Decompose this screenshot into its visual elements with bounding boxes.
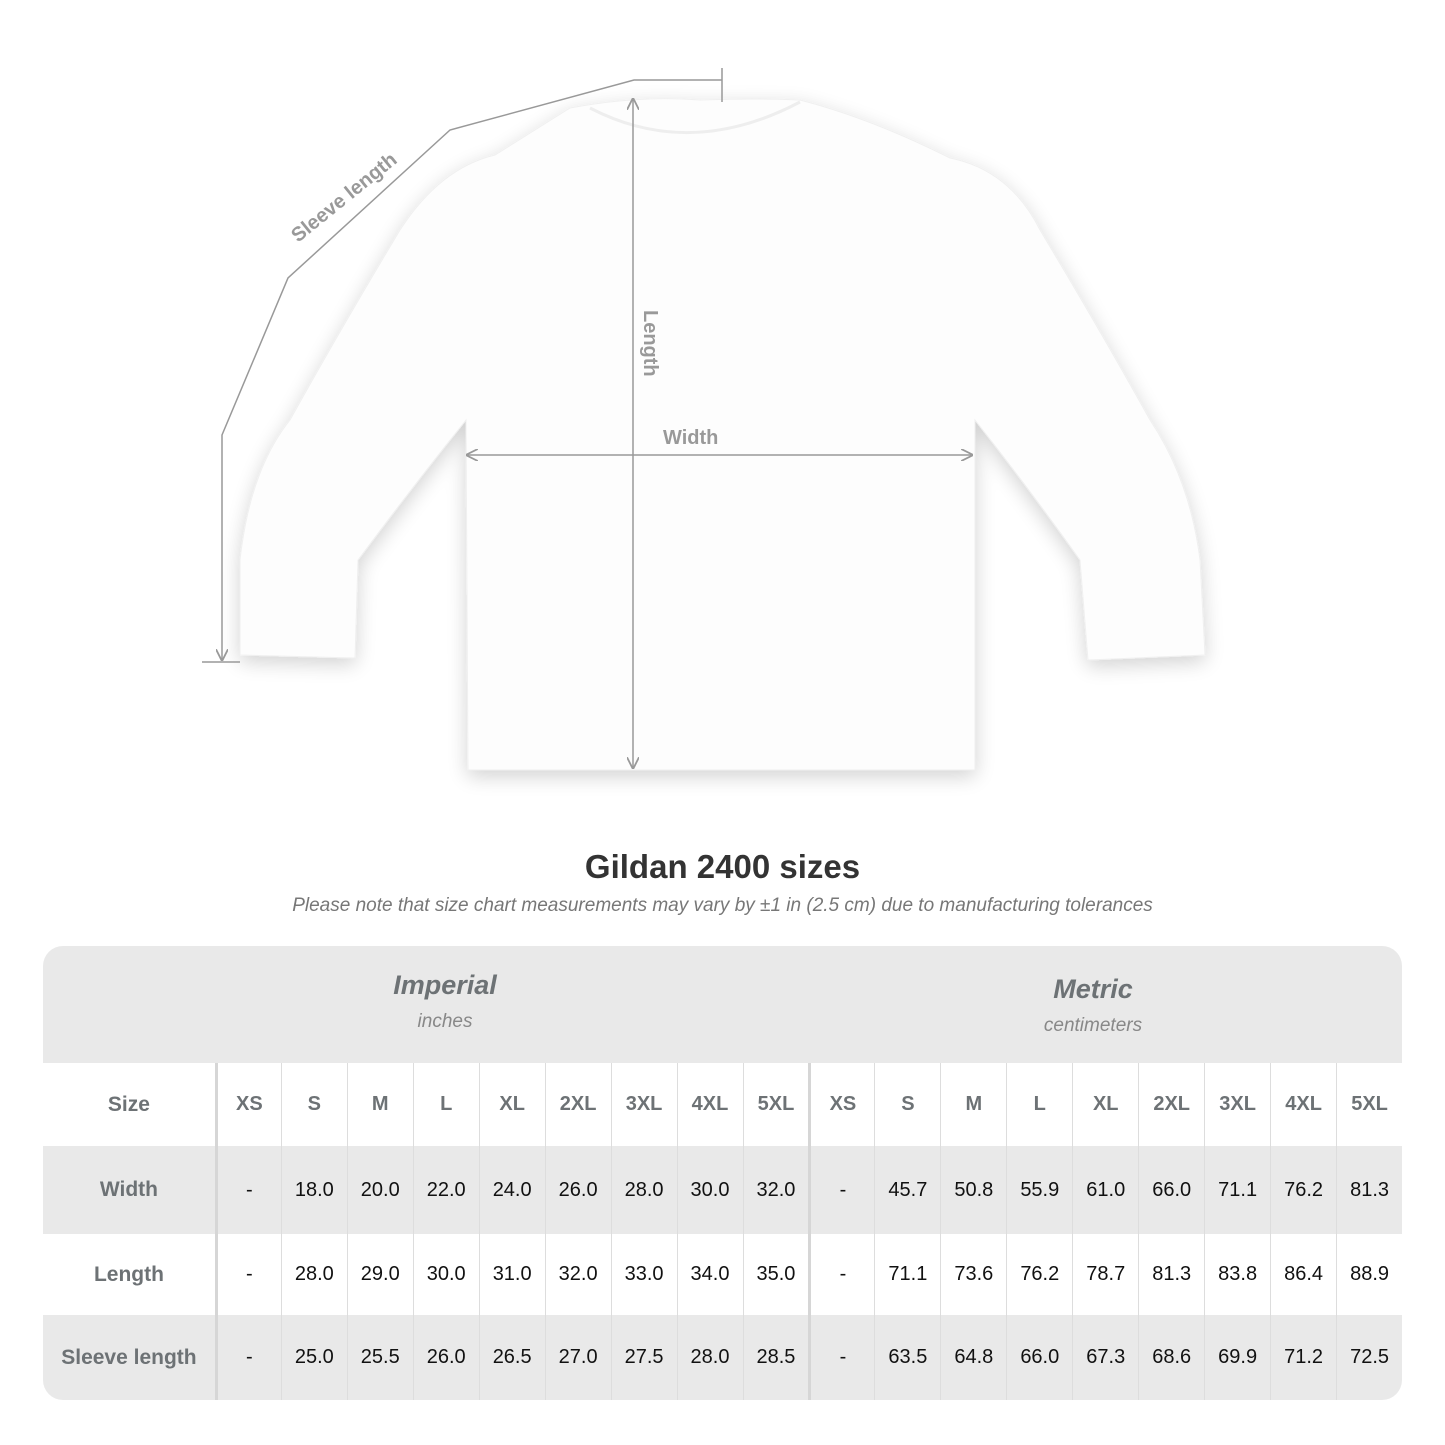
imperial-value-cell: 29.0 (346, 1234, 413, 1315)
table-row: Length -28.0 29.0 30.0 31.0 32.0 33.0 34.0 35.0-… (43, 1234, 1402, 1315)
imperial-size-header: S (280, 1063, 347, 1146)
metric-title: Metric (1053, 974, 1133, 1004)
row-label: Sleeve length (61, 1345, 197, 1369)
imperial-size-header: 3XL (610, 1063, 677, 1146)
imperial-header: Imperial inches (215, 946, 675, 1087)
metric-value-cell: 73.6 (940, 1234, 1006, 1315)
metric-value-cell: 81.3 (1336, 1146, 1402, 1234)
table-row: Sleeve length -25.0 25.5 26.0 26.5 27.0 27.5 28… (43, 1315, 1402, 1400)
imperial-size-header: XL (478, 1063, 545, 1146)
metric-value-cell: 71.2 (1270, 1315, 1336, 1400)
imperial-value-cell: 26.5 (478, 1315, 545, 1400)
size-header-row: Size XS S M L XL 2XL 3XL 4XL 5XL XS S M L XL 2XL 3XL 4XL 5… (43, 1063, 1402, 1146)
metric-value-cell: 68.6 (1138, 1315, 1204, 1400)
imperial-value-cell: 28.0 (610, 1146, 677, 1234)
imperial-value-cell: 18.0 (280, 1146, 347, 1234)
metric-size-header: 3XL (1204, 1063, 1270, 1146)
imperial-value-cell: 30.0 (676, 1146, 743, 1234)
imperial-value-cell: - (214, 1315, 281, 1400)
metric-value-cell: - (808, 1315, 874, 1400)
metric-size-header: XL (1072, 1063, 1138, 1146)
metric-size-header: 5XL (1336, 1063, 1402, 1146)
metric-value-cell: 71.1 (1204, 1146, 1270, 1234)
size-table: Imperial inches Metric centimeters Size X… (43, 946, 1402, 1400)
metric-value-cell: 66.0 (1138, 1146, 1204, 1234)
unit-header-band (43, 946, 1402, 1063)
imperial-value-cell: 25.5 (346, 1315, 413, 1400)
metric-value-cell: 88.9 (1336, 1234, 1402, 1315)
imperial-value-cell: 32.0 (742, 1146, 809, 1234)
imperial-value-cell: 24.0 (478, 1146, 545, 1234)
metric-size-header: S (874, 1063, 940, 1146)
metric-value-cell: 71.1 (874, 1234, 940, 1315)
imperial-size-header: 2XL (544, 1063, 611, 1146)
imperial-value-cell: 28.5 (742, 1315, 809, 1400)
imperial-unit: inches (417, 1011, 473, 1032)
size-label: Size (107, 1092, 150, 1116)
imperial-value-cell: 26.0 (412, 1315, 479, 1400)
sleeve-length-label: Sleeve length (287, 149, 401, 247)
metric-header: Metric centimeters (863, 946, 1323, 1091)
imperial-value-cell: 26.0 (544, 1146, 611, 1234)
metric-size-header: M (940, 1063, 1006, 1146)
metric-size-header: 2XL (1138, 1063, 1204, 1146)
imperial-value-cell: 34.0 (676, 1234, 743, 1315)
metric-size-header: L (1006, 1063, 1072, 1146)
imperial-value-cell: 28.0 (676, 1315, 743, 1400)
metric-value-cell: 86.4 (1270, 1234, 1336, 1315)
row-label: Width (99, 1178, 158, 1201)
row-label: Length (93, 1262, 164, 1286)
tolerance-note: Please note that size chart measurements… (292, 895, 1153, 916)
imperial-value-cell: 27.5 (610, 1315, 677, 1400)
imperial-value-cell: - (214, 1234, 281, 1315)
imperial-value-cell: 31.0 (478, 1234, 545, 1315)
imperial-size-header: M (346, 1063, 413, 1146)
imperial-value-cell: 30.0 (412, 1234, 479, 1315)
metric-value-cell: 61.0 (1072, 1146, 1138, 1234)
collar (589, 100, 801, 134)
metric-value-cell: 76.2 (1006, 1234, 1072, 1315)
metric-value-cell: 69.9 (1204, 1315, 1270, 1400)
length-label: Length (639, 310, 661, 377)
shirt-body (239, 98, 1206, 771)
imperial-size-header: XS (214, 1063, 281, 1146)
imperial-size-header: 5XL (742, 1063, 809, 1146)
imperial-value-cell: - (214, 1146, 281, 1234)
metric-size-header: XS (808, 1063, 874, 1146)
metric-size-header: 4XL (1270, 1063, 1336, 1146)
metric-unit: centimeters (1043, 1015, 1143, 1036)
imperial-value-cell: 27.0 (544, 1315, 611, 1400)
imperial-title: Imperial (393, 970, 497, 1000)
imperial-value-cell: 32.0 (544, 1234, 611, 1315)
imperial-value-cell: 33.0 (610, 1234, 677, 1315)
table-row: Width -18.0 20.0 22.0 24.0 26.0 28.0 30.0 32.0-4… (43, 1146, 1402, 1234)
metric-value-cell: 76.2 (1270, 1146, 1336, 1234)
metric-value-cell: 81.3 (1138, 1234, 1204, 1315)
imperial-value-cell: 20.0 (346, 1146, 413, 1234)
metric-value-cell: - (808, 1234, 874, 1315)
imperial-value-cell: 22.0 (412, 1146, 479, 1234)
metric-value-cell: - (808, 1146, 874, 1234)
imperial-size-header: 4XL (676, 1063, 743, 1146)
width-label: Width (663, 427, 718, 449)
metric-value-cell: 50.8 (940, 1146, 1006, 1234)
shirt-diagram: Sleeve length Length Width (202, 68, 1206, 771)
metric-value-cell: 78.7 (1072, 1234, 1138, 1315)
imperial-size-header: L (412, 1063, 479, 1146)
imperial-value-cell: 28.0 (280, 1234, 347, 1315)
metric-value-cell: 83.8 (1204, 1234, 1270, 1315)
metric-value-cell: 63.5 (874, 1315, 940, 1400)
metric-value-cell: 55.9 (1006, 1146, 1072, 1234)
metric-value-cell: 45.7 (874, 1146, 940, 1234)
metric-value-cell: 64.8 (940, 1315, 1006, 1400)
metric-value-cell: 67.3 (1072, 1315, 1138, 1400)
metric-value-cell: 72.5 (1336, 1315, 1402, 1400)
imperial-value-cell: 35.0 (742, 1234, 809, 1315)
sleeve-measure-line (202, 68, 723, 663)
page-title: Gildan 2400 sizes (584, 848, 861, 885)
imperial-value-cell: 25.0 (280, 1315, 347, 1400)
metric-value-cell: 66.0 (1006, 1315, 1072, 1400)
